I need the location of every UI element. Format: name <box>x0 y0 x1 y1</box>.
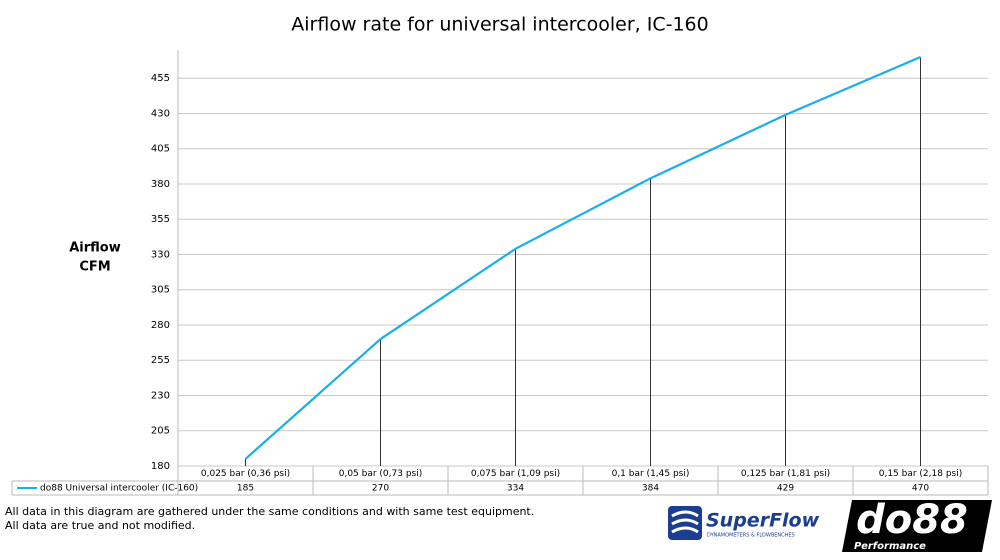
series-line <box>244 56 921 460</box>
superflow-logo: SuperFlow DYNAMOMETERS & FLOWBENCHES <box>668 506 820 540</box>
table-value: 334 <box>507 484 524 494</box>
x-tick-label: 0,15 bar (2,18 psi) <box>879 469 963 479</box>
x-tick-label: 0,05 bar (0,73 psi) <box>339 469 423 479</box>
table-value: 384 <box>642 484 659 494</box>
logo-tagline: DYNAMOMETERS & FLOWBENCHES <box>707 533 795 539</box>
logo-text: do88 <box>856 497 968 543</box>
y-tick-label: 280 <box>151 320 170 331</box>
table-value: 470 <box>912 484 929 494</box>
y-tick-label: 380 <box>151 179 170 190</box>
logo-text: SuperFlow <box>706 510 820 532</box>
x-tick-label: 0,025 bar (0,36 psi) <box>201 469 290 479</box>
x-tick-label: 0,125 bar (1,81 psi) <box>741 469 830 479</box>
y-tick-label: 355 <box>151 214 170 225</box>
chart-title: Airflow rate for universal intercooler, … <box>291 14 708 36</box>
table-value: 185 <box>237 484 254 494</box>
y-tick-label: 305 <box>151 285 170 296</box>
table-value: 429 <box>777 484 794 494</box>
y-tick-label: 430 <box>151 108 170 119</box>
footer-note: All data in this diagram are gathered un… <box>5 505 534 518</box>
y-tick-label: 255 <box>151 355 170 366</box>
y-tick-label: 230 <box>151 390 170 401</box>
y-tick-label: 455 <box>151 73 170 84</box>
x-tick-label: 0,1 bar (1,45 psi) <box>612 469 690 479</box>
x-tick-label: 0,075 bar (1,09 psi) <box>471 469 560 479</box>
logo-background <box>842 500 992 552</box>
logo-waves <box>671 510 699 534</box>
footer-note: All data are true and not modified. <box>5 519 195 532</box>
y-tick-label: 205 <box>151 426 170 437</box>
logo-tagline: Performance <box>854 541 926 552</box>
y-axis-label: CFM <box>79 260 110 275</box>
y-tick-label: 330 <box>151 249 170 260</box>
do88-logo: do88 Performance <box>842 497 992 552</box>
y-axis-label: Airflow <box>69 241 121 256</box>
y-tick-label: 405 <box>151 144 170 155</box>
table-value: 270 <box>372 484 389 494</box>
y-tick-label: 180 <box>151 461 170 472</box>
legend-label: do88 Universal intercooler (IC-160) <box>40 484 198 494</box>
